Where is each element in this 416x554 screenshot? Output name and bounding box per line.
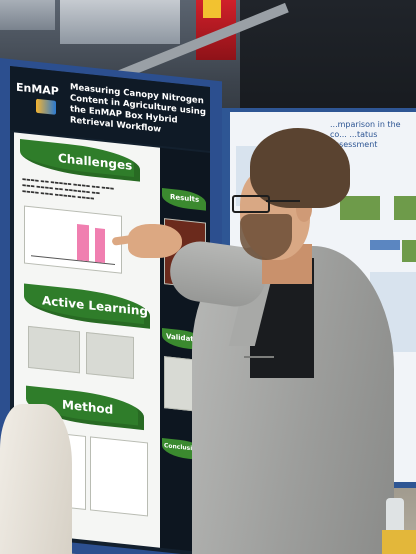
yellow-banner <box>203 0 221 18</box>
satellite-image <box>402 240 416 262</box>
hair <box>250 128 350 208</box>
arrow-box <box>370 240 400 250</box>
jacket-pocket <box>244 356 274 376</box>
skylight-left <box>0 0 55 30</box>
poster-right-title: ...mparison in the co... ...tatus assess… <box>330 120 401 149</box>
glasses-icon <box>232 195 270 213</box>
skylight <box>60 0 180 44</box>
satellite-image <box>394 196 416 220</box>
water-bottle <box>386 498 404 538</box>
glasses-arm <box>266 200 300 202</box>
beard <box>240 214 292 260</box>
bystander-shoulder <box>0 404 72 554</box>
yellow-floor-marking <box>382 530 416 554</box>
satellite-image <box>340 196 380 220</box>
